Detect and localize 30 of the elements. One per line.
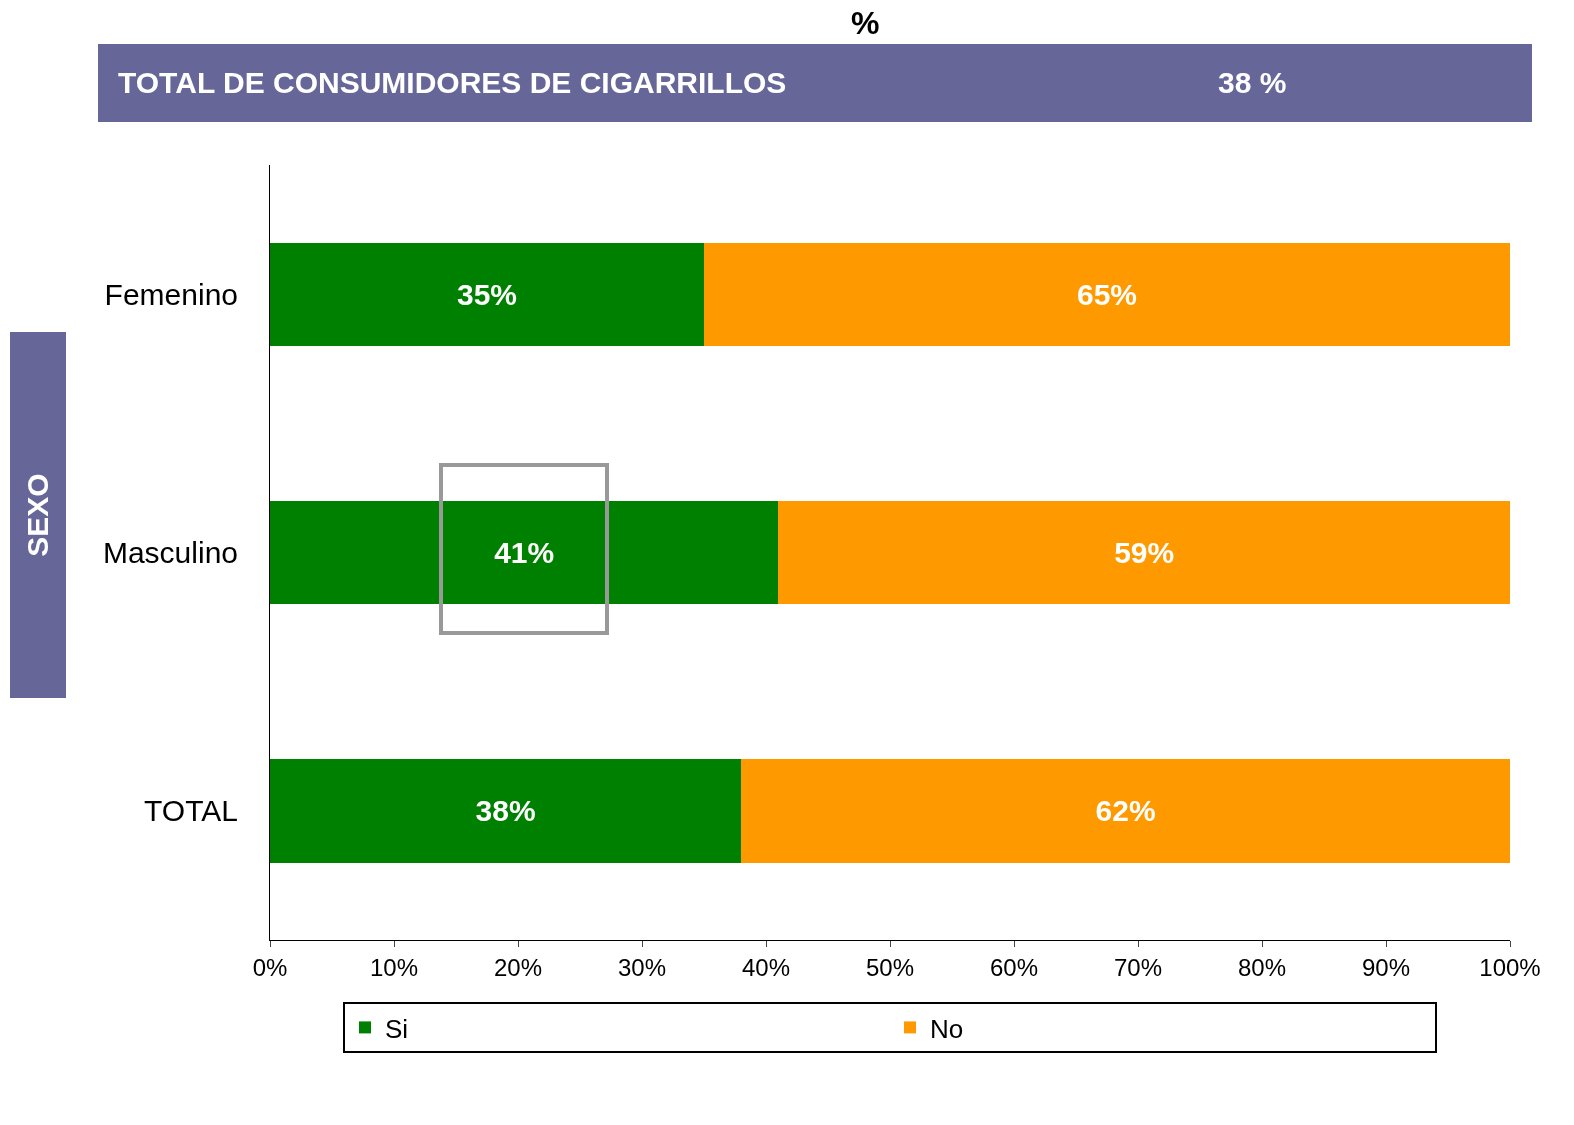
x-tick-label: 30% <box>617 953 667 981</box>
legend-label: No <box>930 1013 964 1044</box>
y-axis-title: SEXO <box>21 473 55 557</box>
x-tick-label: 100% <box>1479 953 1541 981</box>
x-tick-label: 20% <box>493 953 543 981</box>
x-tick-label: 40% <box>741 953 791 981</box>
y-tick-label: TOTAL <box>144 794 238 828</box>
x-tick-label: 90% <box>1361 953 1411 981</box>
data-label: 59% <box>1114 536 1175 569</box>
data-label: 62% <box>1095 794 1156 828</box>
bar <box>778 500 1510 605</box>
data-label: 65% <box>1076 277 1138 311</box>
x-tick-label: 60% <box>989 953 1039 981</box>
x-tick-label: 10% <box>369 953 419 981</box>
bar <box>270 242 704 346</box>
bar <box>704 242 1510 346</box>
x-tick-label: 80% <box>1237 953 1287 981</box>
chart-title: % <box>850 4 880 41</box>
x-tick-label: 0% <box>252 953 288 981</box>
bar <box>741 759 1510 863</box>
x-tick-label: 50% <box>865 953 915 981</box>
data-label: 41% <box>494 536 555 569</box>
x-tick-label: 70% <box>1113 953 1163 981</box>
y-tick-label: Femenino <box>104 277 238 311</box>
legend-label: Si <box>385 1013 409 1044</box>
bar <box>270 759 742 863</box>
data-label: 38% <box>475 794 536 828</box>
data-label: 35% <box>456 277 518 311</box>
title-banner: TOTAL DE CONSUMIDORES DE CIGARRILLOS 38 % <box>98 44 1532 122</box>
y-tick-label: Masculino <box>102 536 238 569</box>
